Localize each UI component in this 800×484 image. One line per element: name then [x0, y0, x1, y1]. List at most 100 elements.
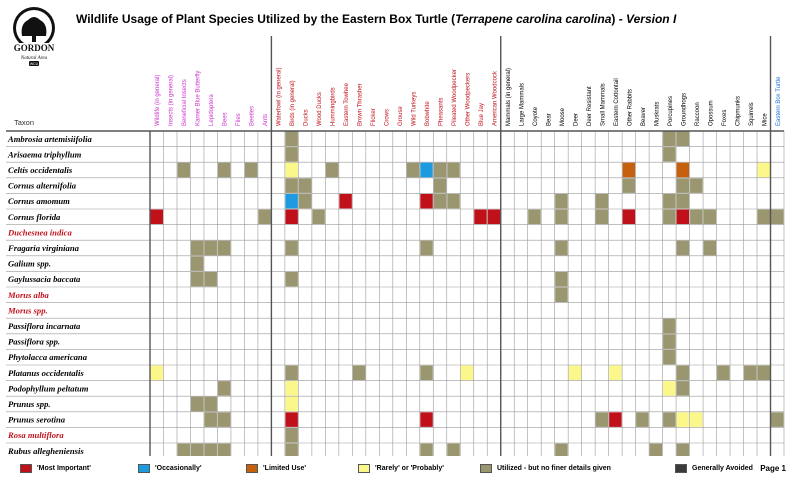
column-header-birds: Eastern Towhee: [344, 82, 350, 126]
column-header-birds: Brown Thrasher: [358, 83, 364, 126]
usage-cell-utilized: [447, 193, 460, 209]
usage-cell-utilized: [636, 412, 649, 427]
column-header-turtle: Eastern Box Turtle: [776, 76, 782, 126]
column-header-birds: Blue Jay: [479, 103, 485, 126]
column-header-insects: Insects (in general): [169, 75, 175, 126]
usage-cell-utilized: [190, 256, 204, 271]
usage-cell-utilized: [217, 381, 231, 396]
usage-cell-utilized: [703, 240, 717, 256]
usage-cell-utilized: [555, 193, 568, 209]
table-row: Prunus spp.: [8, 396, 298, 412]
usage-cell-rarely: [609, 365, 622, 381]
usage-cell-utilized: [258, 209, 271, 225]
taxon-label: Passiflora incarnata: [8, 321, 81, 331]
taxon-label: Arisaema triphyllum: [7, 149, 82, 159]
legend-swatch: [138, 464, 150, 473]
legend-label: 'Occasionally': [155, 465, 202, 472]
column-header-birds: Bobwhite: [425, 101, 431, 126]
usage-cell-utilized: [285, 147, 298, 162]
usage-cell-utilized: [676, 193, 690, 209]
usage-cell-rarely: [285, 396, 298, 412]
usage-cell-utilized: [744, 365, 757, 381]
column-header-insects: Karner Blue Butterfly: [196, 71, 202, 126]
usage-cell-utilized: [285, 271, 298, 287]
usage-cell-rarely: [285, 162, 298, 178]
taxon-label: Morus spp.: [7, 305, 48, 315]
taxon-header: Taxon: [14, 118, 34, 127]
usage-cell-utilized: [244, 162, 258, 178]
taxon-label: Platanus occidentalis: [8, 368, 84, 378]
usage-cell-rarely: [676, 412, 690, 427]
table-row: Arisaema triphyllum: [7, 147, 676, 162]
usage-cell-utilized: [447, 443, 460, 456]
taxon-label: Rubus allegheniensis: [7, 446, 84, 456]
legend-item-limited-use: 'Limited Use': [246, 464, 306, 473]
legend-item-most-important: 'Most Important': [20, 464, 91, 473]
table-row: Galium spp.: [8, 256, 204, 271]
taxon-label: Phytolacca americana: [8, 352, 88, 362]
usage-cell-utilized: [555, 443, 568, 456]
title-species: Terrapene carolina carolina: [455, 12, 612, 26]
column-header-mammals: Beaver: [641, 107, 647, 126]
usage-cell-utilized: [663, 412, 676, 427]
logo-subtitle: Natural Area: [20, 56, 48, 61]
legend-item-occasionally: 'Occasionally': [138, 464, 202, 473]
column-header-mammals: Small Mammals: [600, 83, 606, 126]
usage-cell-utilized: [676, 381, 690, 396]
taxon-label: Passiflora spp.: [8, 337, 60, 347]
column-header-insects: Beneficial Insects: [182, 79, 188, 126]
usage-cell-utilized: [595, 193, 609, 209]
usage-cell-utilized: [555, 271, 568, 287]
legend-item-rarely: 'Rarely' or 'Probably': [358, 464, 444, 473]
usage-cell-utilized: [663, 131, 676, 147]
usage-cell-utilized: [298, 193, 312, 209]
usage-cell-utilized: [663, 209, 676, 225]
usage-cell-utilized: [190, 443, 204, 456]
column-header-mammals: Other Rabbits: [627, 89, 633, 126]
title-version: Version I: [626, 12, 677, 26]
usage-cell-utilized: [420, 443, 433, 456]
legend-swatch: [358, 464, 370, 473]
usage-cell-rarely: [690, 412, 703, 427]
usage-cell-utilized: [555, 240, 568, 256]
table-row: Podophyllum peltatum: [8, 381, 690, 396]
usage-cell-rarely: [568, 365, 582, 381]
table-row: Prunus serotina: [8, 412, 784, 427]
column-header-birds: Flicker: [371, 108, 377, 126]
column-header-mammals: Raccoon: [695, 102, 701, 126]
usage-cell-utilized: [555, 287, 568, 303]
taxon-label: Morus alba: [7, 290, 50, 300]
column-header-mammals: Foxes: [722, 110, 728, 126]
usage-cell-rarely: [460, 365, 474, 381]
logo-year: WCU: [30, 62, 39, 66]
taxon-label: Prunus serotina: [8, 415, 66, 425]
usage-cell-rarely: [150, 365, 163, 381]
usage-cell-utilized: [447, 162, 460, 178]
legend-swatch: [675, 464, 687, 473]
taxon-label: Fragaria virginiana: [7, 243, 80, 253]
usage-cell-most-important: [150, 209, 163, 225]
usage-cell-utilized: [325, 162, 339, 178]
legend-label: Utilized - but no finer details given: [497, 465, 611, 472]
usage-cell-utilized: [204, 443, 217, 456]
table-row: Morus alba: [7, 287, 568, 303]
usage-cell-utilized: [285, 427, 298, 443]
grid-lines: [6, 130, 785, 456]
taxon-label: Gaylussacia baccata: [8, 274, 81, 284]
column-header-mammals: Deer: [573, 113, 579, 126]
column-header-insects: Wildlife (in general): [155, 75, 161, 126]
table-row: Cornus florida: [8, 209, 784, 225]
column-header-birds: Pheasants: [439, 98, 445, 126]
usage-cell-utilized: [649, 443, 663, 456]
usage-cell-most-important: [474, 209, 487, 225]
usage-cell-utilized: [528, 209, 541, 225]
usage-cell-utilized: [717, 365, 730, 381]
usage-cell-most-important: [420, 412, 433, 427]
usage-cell-utilized: [217, 412, 231, 427]
column-header-birds: Pileated Woodpecker: [452, 69, 458, 126]
column-header-birds: Birds (in general): [290, 80, 296, 126]
usage-cell-utilized: [555, 209, 568, 225]
usage-cell-most-important: [339, 193, 352, 209]
usage-cell-most-important: [285, 209, 298, 225]
usage-cell-most-important: [285, 412, 298, 427]
